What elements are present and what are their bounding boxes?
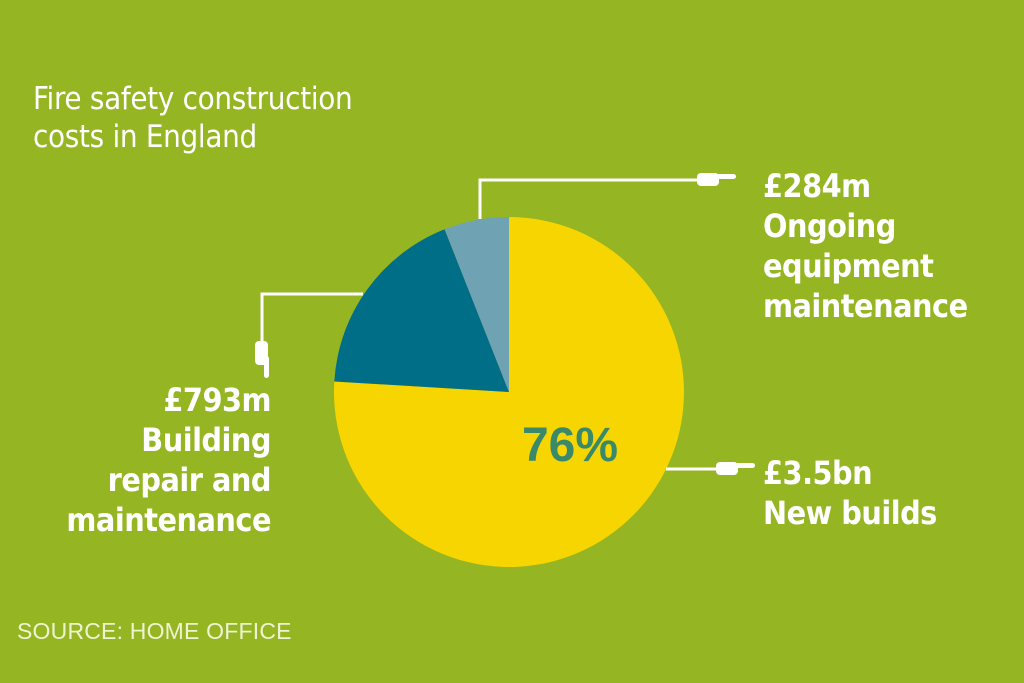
label-new-builds: £3.5bn New builds: [763, 453, 937, 533]
slice-equipment-maintenance: [444, 217, 509, 392]
callout-repair-line: [260, 292, 363, 345]
label-repair-value: £793m: [163, 381, 271, 419]
label-repair-line2: repair and: [107, 461, 272, 499]
pointing-hand-icon: [716, 462, 755, 475]
label-repair-line1: Building: [141, 421, 271, 459]
label-equipment-line3: maintenance: [763, 287, 968, 325]
center-percentage: 76%: [522, 419, 618, 472]
label-equipment-maintenance: £284m Ongoing equipment maintenance: [763, 166, 968, 326]
chart-title-line1: Fire safety construction: [33, 81, 353, 117]
chart-title: Fire safety construction costs in Englan…: [33, 80, 353, 156]
label-repair-line3: maintenance: [66, 501, 271, 539]
label-new-builds-value: £3.5bn: [763, 454, 873, 492]
slice-building-repair: [334, 229, 509, 392]
slice-new-builds: [333, 217, 684, 567]
callout-equipment-line: [478, 178, 700, 219]
chart-title-line2: costs in England: [33, 119, 257, 155]
label-equipment-line1: Ongoing: [763, 207, 896, 245]
label-equipment-line2: equipment: [763, 247, 934, 285]
pointing-hand-icon: [255, 341, 269, 378]
label-building-repair: £793m Building repair and maintenance: [66, 380, 271, 540]
label-new-builds-line1: New builds: [763, 494, 937, 532]
source-note: SOURCE: HOME OFFICE: [17, 618, 292, 644]
label-equipment-value: £284m: [763, 167, 871, 205]
callout-lines: [260, 178, 720, 471]
pie-slices: [333, 217, 684, 567]
pointing-hand-icon: [697, 173, 736, 186]
